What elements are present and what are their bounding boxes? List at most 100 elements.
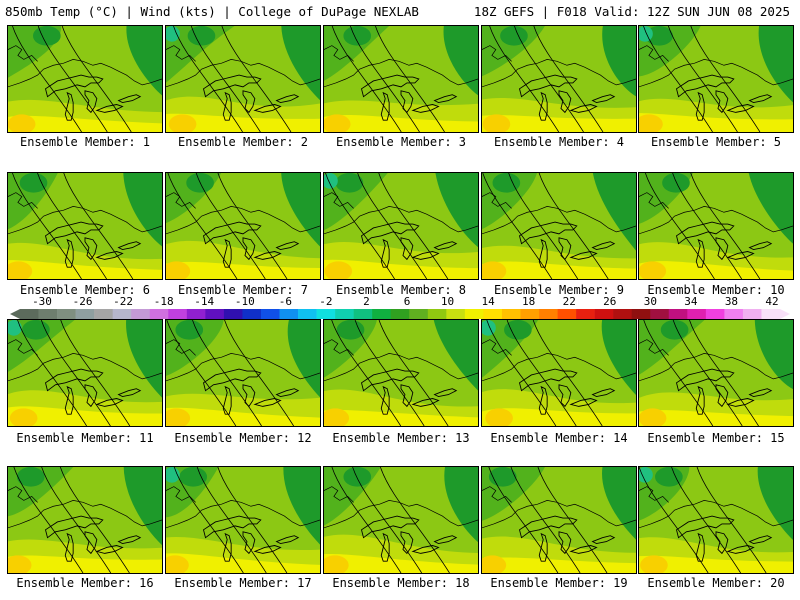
cool-core — [488, 467, 517, 487]
ensemble-map-panel — [323, 319, 479, 427]
warmer-region — [166, 113, 320, 132]
cold-core — [639, 467, 653, 483]
colorbar-swatch — [372, 309, 392, 319]
temperature-field-map — [324, 467, 478, 573]
isotherm-line — [224, 320, 294, 426]
temperature-field-map — [166, 26, 320, 132]
isotherm-line — [690, 173, 761, 279]
ensemble-map-panel — [165, 25, 321, 133]
cool-region-east — [443, 26, 478, 96]
colorbar-tick-label: 14 — [481, 295, 495, 308]
warmest-spot — [166, 555, 189, 573]
isotherm-line — [40, 320, 111, 426]
isotherm-line — [375, 26, 445, 132]
ensemble-member-label: Ensemble Member: 16 — [16, 576, 154, 590]
temperature-field-map — [482, 320, 636, 426]
cool-core — [187, 26, 216, 46]
isotherm-line — [532, 320, 603, 426]
cool-core — [19, 173, 48, 193]
isotherm-line — [696, 467, 767, 573]
cold-core — [324, 173, 338, 189]
ensemble-map-panel — [7, 466, 163, 574]
colorbar-tick-label: -2 — [319, 295, 333, 308]
temperature-field-map — [8, 320, 162, 426]
great-lakes-outline — [203, 515, 300, 562]
coastline — [8, 339, 162, 382]
temperature-field-map — [482, 26, 636, 132]
cool-region-east — [281, 26, 320, 101]
cold-core — [482, 320, 496, 336]
cool-region-east — [602, 467, 636, 540]
great-lakes-outline — [203, 74, 300, 121]
isotherm-line — [510, 467, 581, 573]
isotherm-line — [167, 173, 238, 279]
coastline — [482, 192, 636, 235]
colorbar-swatch — [112, 309, 132, 319]
colorbar-swatch — [668, 309, 688, 319]
ensemble-member-label: Ensemble Member: 14 — [490, 431, 628, 445]
cool-region-east — [283, 467, 320, 545]
ensemble-member-label: Ensemble Member: 8 — [335, 283, 467, 297]
cool-region-west — [639, 320, 705, 375]
warmest-spot — [9, 408, 38, 426]
colorbar-swatch — [520, 309, 540, 319]
great-lakes-outline — [45, 74, 142, 121]
warmest-spot — [640, 555, 668, 573]
isotherm-line — [644, 173, 715, 279]
contour-lines — [331, 26, 445, 132]
cool-region-east — [758, 26, 793, 103]
great-lakes-outline — [519, 515, 616, 562]
ensemble-member-label: Ensemble Member: 9 — [493, 283, 625, 297]
contour-lines — [331, 320, 449, 426]
great-lakes-outline — [203, 368, 300, 415]
isotherm-line — [488, 467, 559, 573]
warmest-spot — [482, 261, 507, 279]
ensemble-member-label: Ensemble Member: 19 — [490, 576, 628, 590]
colorbar-swatch — [168, 309, 188, 319]
ensemble-map-panel — [7, 319, 163, 427]
colorbar-tick-label: -18 — [153, 295, 174, 308]
warmer-region — [166, 553, 320, 573]
coastline — [324, 192, 478, 235]
cool-region-east — [433, 320, 478, 391]
great-lakes-outline — [361, 368, 458, 415]
ensemble-member-label: Ensemble Member: 18 — [332, 576, 470, 590]
warmer-region — [324, 409, 478, 426]
cold-core — [166, 26, 180, 42]
cool-region-east — [592, 173, 636, 251]
temperature-colorbar: -30 -26 -22 -18 -14 -10 -6 -2 2 6 10 14 18 22 26 30 34 38… — [10, 296, 790, 324]
temperature-field-map — [324, 26, 478, 132]
ensemble-member-label: Ensemble Member: 5 — [650, 135, 782, 149]
isotherm-line — [37, 173, 107, 279]
ensemble-map-panel — [481, 172, 637, 280]
ensemble-member-label: Ensemble Member: 7 — [177, 283, 309, 297]
isotherm-line — [217, 467, 288, 573]
colorbar-swatch — [501, 309, 521, 319]
isotherm-line — [61, 26, 132, 132]
warmest-spot — [482, 555, 507, 573]
colorbar-tick-label: -10 — [234, 295, 255, 308]
colorbar-swatch — [94, 309, 113, 319]
warmer-region — [482, 261, 636, 279]
isotherm-line — [331, 320, 402, 426]
isotherm-line — [17, 320, 87, 426]
colorbar-swatch — [353, 309, 373, 319]
cold-core — [166, 467, 180, 483]
temperature-field-map — [324, 320, 478, 426]
colorbar-swatch — [631, 309, 651, 319]
colorbar-tick-label: 2 — [363, 295, 370, 308]
isotherm-line — [537, 467, 608, 573]
isotherm-line — [173, 467, 244, 573]
cool-region-east — [748, 173, 793, 244]
coastline — [324, 45, 478, 88]
warmer-region — [8, 115, 162, 132]
colorbar-swatch — [761, 309, 781, 319]
warmest-spot — [8, 114, 36, 132]
coastline — [166, 45, 320, 88]
great-lakes-outline — [676, 74, 773, 121]
temperature-field-map — [166, 320, 320, 426]
colorbar-tick-label: -22 — [113, 295, 134, 308]
cool-region-east — [126, 320, 162, 398]
isotherm-line — [482, 173, 553, 279]
isotherm-line — [221, 26, 292, 132]
